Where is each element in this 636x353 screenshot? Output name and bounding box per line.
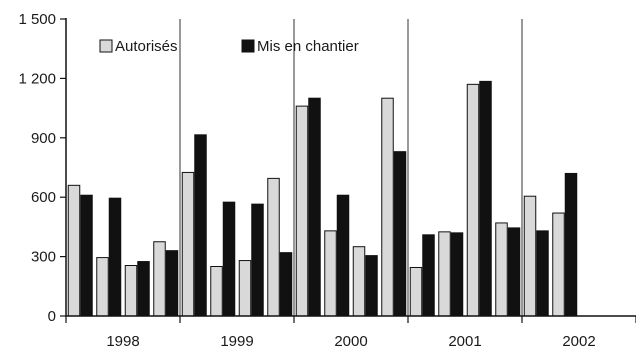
bars	[67, 80, 578, 317]
y-tick-label: 900	[31, 130, 56, 147]
bar-mis-en-chantier	[279, 252, 293, 317]
bar-autorises	[381, 97, 394, 317]
bar-mis-en-chantier	[165, 250, 179, 317]
bar-autorises	[96, 257, 109, 317]
bar-mis-en-chantier	[108, 197, 122, 317]
bar-autorises	[238, 260, 252, 317]
y-tick-label: 1 200	[18, 70, 56, 87]
bar-mis-en-chantier	[365, 255, 378, 317]
bar-mis-en-chantier	[479, 80, 492, 317]
y-tick-label: 600	[31, 189, 56, 206]
y-tick-labels: 0 300 600 900 1 200 1 500	[18, 11, 56, 325]
x-group-label: 2001	[448, 333, 481, 350]
bar-autorises	[124, 265, 138, 317]
bar-mis-en-chantier	[536, 230, 549, 317]
bar-mis-en-chantier	[80, 194, 93, 317]
bar-autorises	[67, 184, 81, 317]
y-tick-label: 300	[31, 249, 56, 266]
bar-autorises	[181, 171, 195, 317]
y-tick-label: 0	[48, 308, 56, 325]
bar-autorises	[352, 246, 366, 317]
bar-mis-en-chantier	[251, 203, 264, 317]
legend-swatch-autorises	[99, 39, 113, 53]
bar-mis-en-chantier	[564, 172, 578, 317]
legend: Autorisés Mis en chantier	[99, 38, 359, 55]
bar-autorises	[153, 241, 166, 317]
x-group-label: 2002	[562, 333, 595, 350]
axes	[60, 18, 636, 323]
bar-autorises	[324, 230, 337, 317]
bar-autorises	[295, 105, 309, 317]
x-group-label: 1999	[220, 333, 253, 350]
legend-swatch-mis-en-chantier	[241, 39, 255, 53]
bar-mis-en-chantier	[422, 234, 435, 317]
x-group-label: 2000	[334, 333, 367, 350]
bar-autorises	[409, 266, 423, 317]
x-group-label: 1998	[106, 333, 139, 350]
grid-lines	[179, 19, 523, 316]
bar-mis-en-chantier	[450, 232, 464, 317]
x-group-labels: 1998 1999 2000 2001 2002	[106, 333, 595, 350]
bar-mis-en-chantier	[222, 201, 236, 317]
bar-mis-en-chantier	[308, 97, 321, 317]
y-tick-label: 1 500	[18, 11, 56, 28]
bar-autorises	[210, 266, 223, 317]
bar-mis-en-chantier	[507, 227, 521, 317]
bar-autorises	[523, 195, 537, 317]
bar-mis-en-chantier	[194, 134, 207, 317]
bar-mis-en-chantier	[336, 194, 350, 317]
bar-mis-en-chantier	[393, 151, 407, 317]
legend-label-autorises: Autorisés	[115, 38, 178, 55]
bar-autorises	[438, 231, 451, 317]
bar-autorises	[552, 212, 565, 317]
legend-label-mis-en-chantier: Mis en chantier	[257, 38, 359, 55]
bar-mis-en-chantier	[137, 261, 150, 317]
bar-autorises	[466, 83, 480, 317]
bar-autorises	[495, 222, 508, 317]
bar-autorises	[267, 177, 280, 317]
